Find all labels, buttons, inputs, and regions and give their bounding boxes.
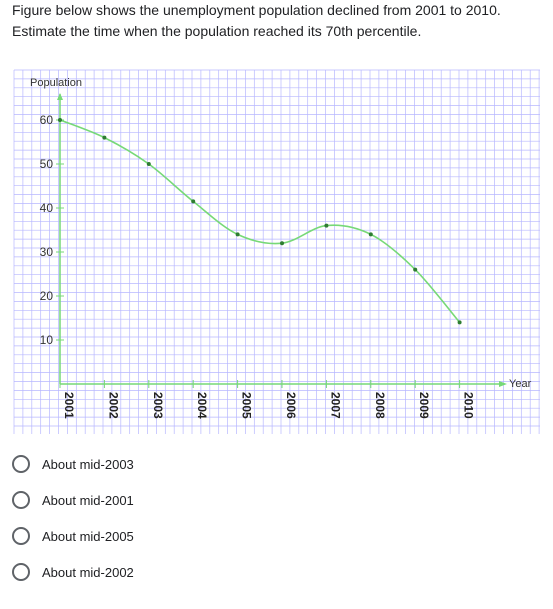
y-tick-label: 50 (40, 157, 54, 171)
option-mid-2005[interactable]: About mid-2005 (12, 518, 372, 554)
chart-labels: Population Year 10 20 30 40 50 60 2001 2002 2003 20… (30, 77, 532, 419)
y-tick-label: 40 (40, 201, 54, 215)
chart-background (12, 66, 542, 440)
radio-button[interactable] (12, 527, 30, 545)
y-tick-label: 30 (40, 245, 54, 259)
x-tick-label: 2010 (462, 392, 476, 419)
y-tick-label: 60 (40, 113, 54, 127)
x-tick-label: 2002 (106, 392, 120, 419)
radio-button[interactable] (12, 491, 30, 509)
question-line-2: Estimate the time when the population re… (12, 23, 422, 39)
series-line (59, 119, 461, 323)
chart-svg: Population Year 10 20 30 40 50 60 2001 2002 2003 20… (12, 66, 542, 440)
data-point (324, 223, 329, 228)
x-axis-arrow (499, 381, 507, 387)
data-point (457, 320, 462, 325)
data-point (191, 199, 196, 204)
x-tick-label: 2003 (151, 392, 165, 419)
population-chart: Population Year 10 20 30 40 50 60 2001 2002 2003 20… (12, 66, 542, 440)
x-axis-title: Year (509, 378, 532, 390)
y-axis-arrow (57, 93, 63, 100)
data-point (146, 162, 151, 166)
x-tick-label: 2006 (284, 392, 298, 419)
chart-series (58, 118, 462, 325)
chart-grid (13, 69, 540, 434)
option-label: About mid-2005 (42, 528, 134, 544)
option-mid-2001[interactable]: About mid-2001 (12, 482, 372, 518)
option-label: About mid-2001 (42, 492, 134, 508)
question-text: Figure below shows the unemployment popu… (12, 0, 547, 42)
option-label: About mid-2002 (42, 564, 134, 580)
data-point (368, 232, 373, 237)
data-point (58, 118, 62, 122)
question-line-1: Figure below shows the unemployment popu… (12, 2, 501, 18)
data-point (235, 232, 240, 237)
y-axis-title: Population (30, 77, 82, 89)
radio-button[interactable] (12, 455, 30, 473)
x-tick-label: 2008 (373, 392, 387, 419)
data-point (413, 267, 418, 272)
y-tick-label: 10 (40, 333, 54, 347)
data-point (102, 135, 107, 140)
option-label: About mid-2003 (42, 456, 134, 472)
x-tick-label: 2001 (62, 392, 76, 419)
radio-button[interactable] (12, 563, 30, 581)
x-tick-label: 2005 (240, 392, 254, 419)
option-mid-2003[interactable]: About mid-2003 (12, 446, 372, 482)
data-point (280, 241, 284, 246)
option-mid-2002[interactable]: About mid-2002 (12, 554, 372, 590)
x-tick-label: 2007 (328, 392, 342, 419)
x-tick-label: 2009 (417, 392, 431, 419)
x-tick-label: 2004 (195, 392, 209, 419)
chart-axes (56, 93, 507, 388)
y-tick-label: 20 (40, 289, 54, 303)
